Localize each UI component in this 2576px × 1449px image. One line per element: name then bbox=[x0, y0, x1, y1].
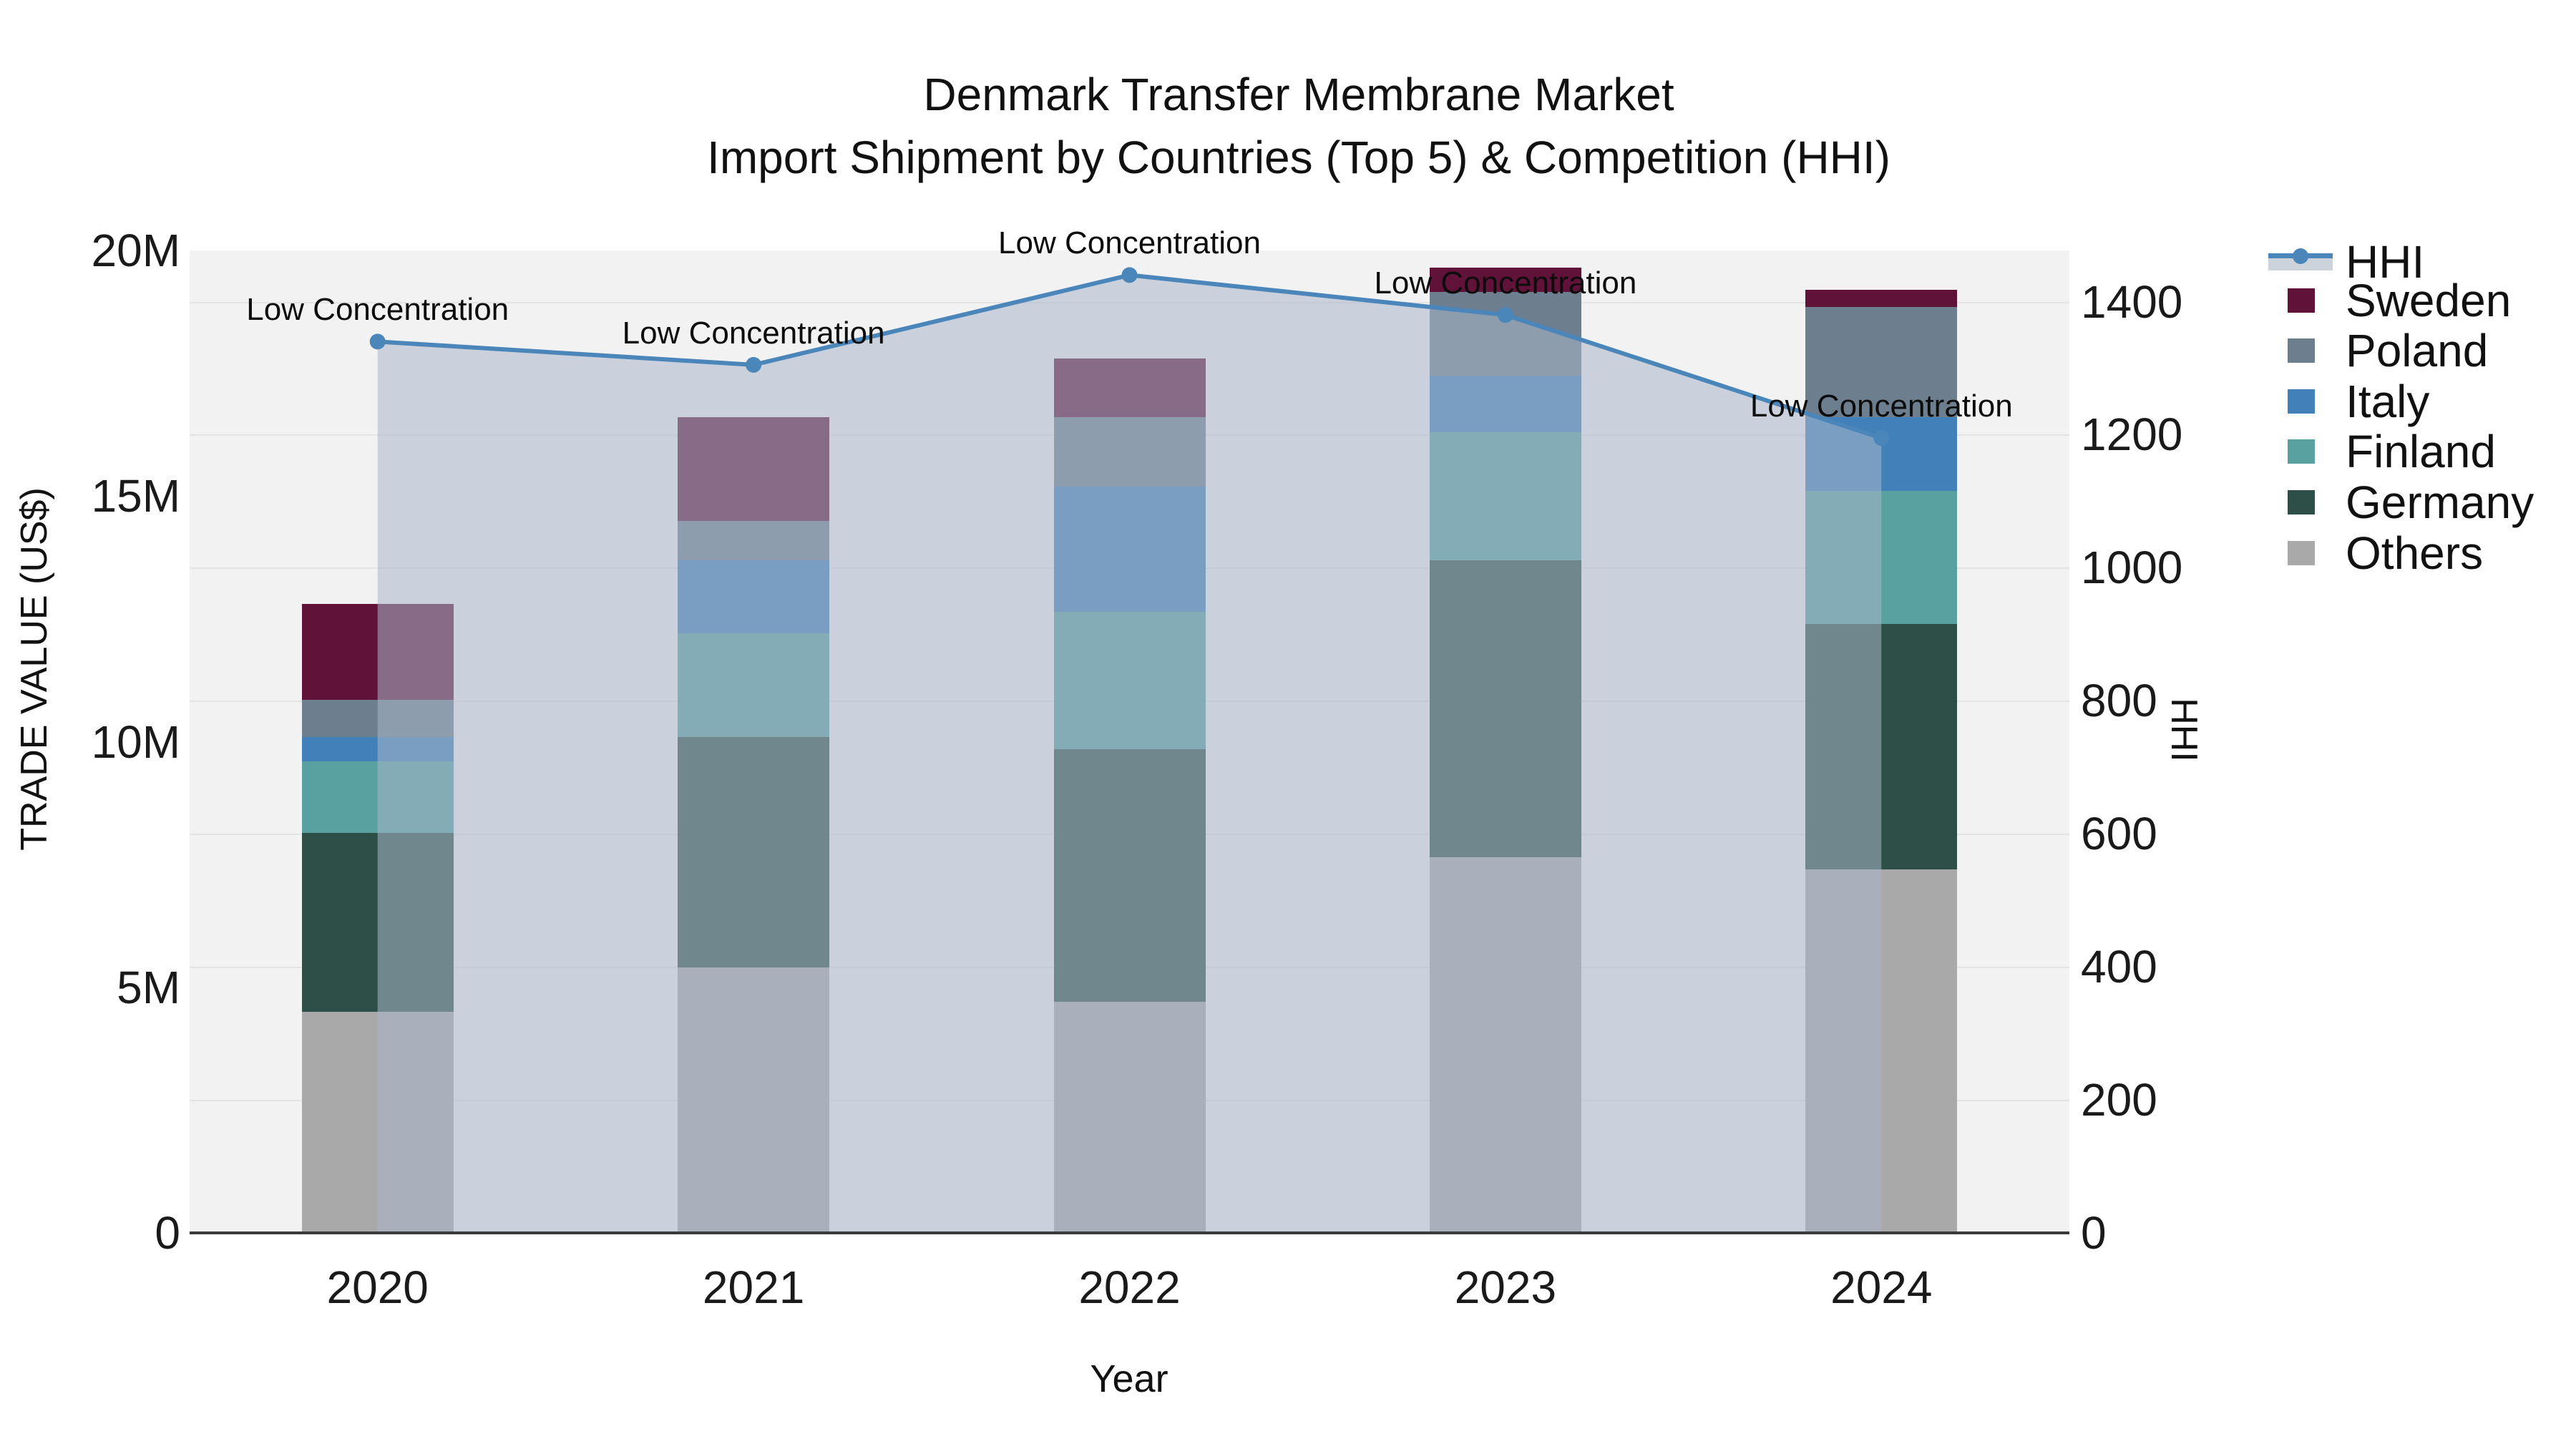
legend-item-others[interactable]: Others bbox=[2268, 527, 2483, 580]
legend-swatch-others bbox=[2288, 541, 2315, 565]
right-tick-800: 800 bbox=[2081, 675, 2157, 727]
right-axis-title: HHI bbox=[2163, 698, 2205, 762]
x-tick-2024: 2024 bbox=[1830, 1262, 1933, 1313]
plot-area: Low Concentration Low Concentration Low Co… bbox=[190, 225, 2069, 1234]
legend-item-finland[interactable]: Finland bbox=[2268, 425, 2496, 478]
annotation-2021: Low Concentration bbox=[622, 315, 885, 351]
right-tick-1000: 1000 bbox=[2081, 542, 2183, 594]
x-tick-2021: 2021 bbox=[702, 1262, 805, 1313]
x-axis-title: Year bbox=[1090, 1357, 1169, 1400]
bar-segment-poland-2024 bbox=[1805, 306, 1958, 418]
legend-item-italy[interactable]: Italy bbox=[2268, 375, 2429, 428]
legend-label-poland: Poland bbox=[2346, 325, 2489, 376]
right-tick-1200: 1200 bbox=[2081, 409, 2183, 461]
x-tick-2023: 2023 bbox=[1454, 1262, 1557, 1313]
right-tick-400: 400 bbox=[2081, 941, 2157, 993]
left-axis-title: TRADE VALUE (US$) bbox=[14, 487, 55, 851]
left-tick-20M: 20M bbox=[91, 225, 181, 276]
legend-label-finland: Finland bbox=[2346, 426, 2496, 477]
hhi-line-layer bbox=[369, 267, 1890, 1233]
legend-item-poland[interactable]: Poland bbox=[2268, 324, 2488, 377]
legend-label-others: Others bbox=[2346, 527, 2484, 579]
legend-label-italy: Italy bbox=[2346, 376, 2430, 427]
hhi-marker-2021 bbox=[746, 356, 762, 373]
x-axis-line bbox=[190, 1231, 2069, 1234]
right-tick-0: 0 bbox=[2081, 1207, 2107, 1259]
legend-label-hhi: HHI bbox=[2346, 236, 2425, 288]
hhi-marker-2023 bbox=[1497, 307, 1513, 323]
chart-title: Denmark Transfer Membrane Market Import … bbox=[707, 63, 1890, 189]
annotation-2020: Low Concentration bbox=[246, 292, 509, 328]
annotation-2022: Low Concentration bbox=[998, 225, 1261, 261]
bar-segment-sweden-2024 bbox=[1805, 289, 1958, 307]
right-tick-200: 200 bbox=[2081, 1074, 2157, 1126]
x-tick-2020: 2020 bbox=[326, 1262, 429, 1313]
legend-label-germany: Germany bbox=[2346, 477, 2534, 528]
legend-swatch-sweden bbox=[2288, 288, 2315, 313]
legend-label-sweden: Sweden bbox=[2346, 275, 2512, 326]
legend-swatch-germany bbox=[2288, 490, 2315, 514]
legend-swatch-poland bbox=[2288, 338, 2315, 363]
left-tick-0: 0 bbox=[155, 1207, 180, 1259]
chart-title-line1: Denmark Transfer Membrane Market bbox=[923, 69, 1674, 120]
left-tick-10M: 10M bbox=[91, 716, 181, 768]
hhi-marker-2020 bbox=[369, 333, 386, 350]
left-tick-5M: 5M bbox=[117, 961, 180, 1013]
annotation-2023: Low Concentration bbox=[1374, 265, 1637, 301]
right-tick-1400: 1400 bbox=[2081, 275, 2183, 328]
chart-title-line2: Import Shipment by Countries (Top 5) & C… bbox=[707, 132, 1890, 183]
hhi-marker-2022 bbox=[1121, 267, 1138, 283]
legend-swatch-italy bbox=[2288, 389, 2315, 414]
legend-swatch-finland bbox=[2288, 439, 2315, 464]
hhi-marker-2024 bbox=[1873, 430, 1890, 447]
right-tick-600: 600 bbox=[2081, 808, 2157, 860]
legend-item-hhi[interactable]: HHI bbox=[2268, 235, 2424, 288]
legend-item-germany[interactable]: Germany bbox=[2268, 476, 2534, 529]
legend-item-sweden[interactable]: Sweden bbox=[2268, 274, 2511, 327]
x-tick-2022: 2022 bbox=[1078, 1262, 1181, 1313]
hhi-line-legend-icon bbox=[2268, 248, 2333, 271]
hhi-area-fill bbox=[377, 275, 1882, 1233]
left-tick-15M: 15M bbox=[91, 470, 181, 522]
bar-segment-sweden-2023 bbox=[1429, 268, 1581, 293]
annotation-2024: Low Concentration bbox=[1750, 389, 2013, 424]
